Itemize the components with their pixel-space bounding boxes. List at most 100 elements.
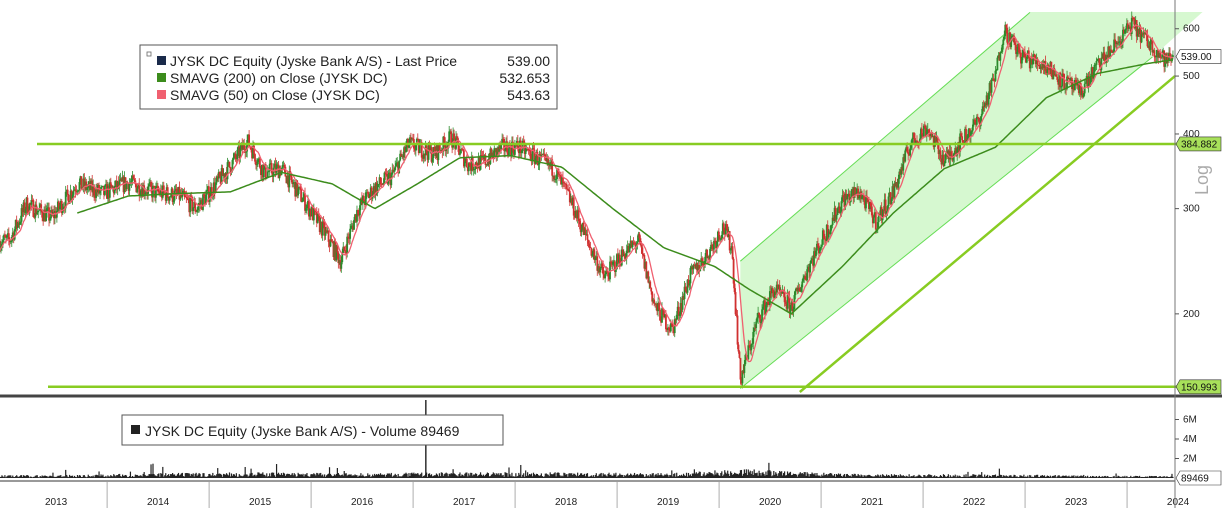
legend-label-sma200: SMAVG (200) on Close (JYSK DC) [170, 70, 388, 86]
volume-bar [1136, 475, 1138, 478]
volume-bar [355, 475, 357, 478]
price-candle [863, 189, 865, 205]
volume-bar [671, 470, 673, 478]
volume-bar [866, 475, 868, 478]
volume-bar [779, 470, 781, 478]
volume-bar [759, 473, 761, 478]
price-candle [220, 164, 223, 185]
volume-bar [546, 474, 548, 478]
candle-body [461, 149, 463, 151]
candle-body [804, 276, 807, 280]
candle-body [942, 154, 945, 167]
candle-body [431, 157, 434, 162]
volume-bar [97, 475, 99, 478]
volume-bar [586, 473, 589, 478]
volume-bar [157, 474, 159, 478]
candle-body [595, 256, 598, 258]
volume-bar [89, 476, 91, 478]
price-candle [101, 185, 103, 190]
price-candle [348, 233, 351, 245]
candle-body [207, 186, 210, 202]
price-candle [808, 263, 811, 279]
volume-bar [168, 474, 170, 478]
price-candle [961, 132, 964, 143]
price-candle [320, 221, 323, 239]
volume-bar [977, 475, 979, 478]
price-candle [481, 150, 484, 161]
volume-bar [506, 473, 508, 478]
volume-bar [939, 475, 942, 478]
volume-bar [13, 476, 15, 478]
price-candle [411, 133, 414, 141]
price-candle [608, 272, 610, 281]
channel-upper-edge [739, 12, 1031, 262]
price-candle [135, 183, 138, 193]
candle-body [1034, 59, 1037, 65]
volume-bar [911, 476, 913, 478]
price-candle [226, 157, 229, 184]
candle-body [168, 196, 171, 201]
price-candle [43, 206, 46, 222]
volume-bar [818, 475, 820, 478]
volume-bar [626, 474, 628, 478]
volume-bars [0, 400, 1174, 478]
price-candle [542, 149, 545, 156]
price-candle [1149, 36, 1152, 56]
volume-last-tag: 89469 [1175, 470, 1222, 486]
price-candle [689, 265, 692, 290]
volume-bar [622, 474, 624, 478]
volume-bar [628, 475, 630, 478]
volume-bar [855, 475, 857, 478]
volume-bar [1155, 475, 1157, 478]
volume-bar [880, 474, 882, 478]
volume-bar [296, 476, 298, 478]
volume-bar [987, 477, 990, 478]
year-label-2021: 2021 [861, 497, 884, 508]
volume-bar [1093, 476, 1096, 478]
price-candle [367, 191, 370, 199]
volume-bar [776, 473, 778, 478]
volume-bar [775, 472, 777, 478]
candle-body [74, 189, 77, 192]
volume-bar [306, 473, 308, 478]
candle-body [865, 195, 867, 209]
price-candle [758, 312, 760, 319]
candle-body [802, 277, 805, 282]
volume-bar [246, 474, 248, 478]
volume-bar [467, 476, 469, 478]
price-candle [268, 159, 271, 176]
volume-bar [121, 476, 123, 478]
volume-bar [244, 466, 246, 478]
volume-bar [702, 474, 704, 478]
volume-bar [1171, 473, 1173, 478]
candle-body [3, 235, 5, 241]
volume-bar [597, 475, 599, 478]
candle-body [390, 174, 393, 186]
candle-body [552, 175, 555, 177]
price-candle [980, 108, 983, 123]
volume-bar [675, 476, 677, 478]
price-candle [736, 309, 739, 350]
candle-body [951, 155, 954, 161]
volume-bar [126, 477, 129, 478]
price-candle [933, 133, 936, 153]
price-candle [898, 168, 901, 184]
candle-body [1148, 45, 1151, 50]
candle-body [1091, 67, 1094, 79]
candle-body [421, 157, 424, 159]
volume-bar [524, 476, 526, 478]
candle-body [922, 125, 925, 137]
candle-body [1088, 77, 1091, 84]
candle-body [560, 174, 562, 185]
volume-bar [393, 475, 395, 478]
volume-bar [535, 473, 538, 478]
candle-body [665, 314, 667, 330]
candle-body [238, 146, 241, 159]
volume-bar [763, 473, 765, 478]
volume-bar [976, 477, 978, 478]
price-candle [1138, 22, 1141, 38]
candle-body [359, 205, 361, 216]
candle-body [573, 215, 576, 218]
candle-body [791, 302, 794, 312]
candle-body [495, 148, 498, 157]
